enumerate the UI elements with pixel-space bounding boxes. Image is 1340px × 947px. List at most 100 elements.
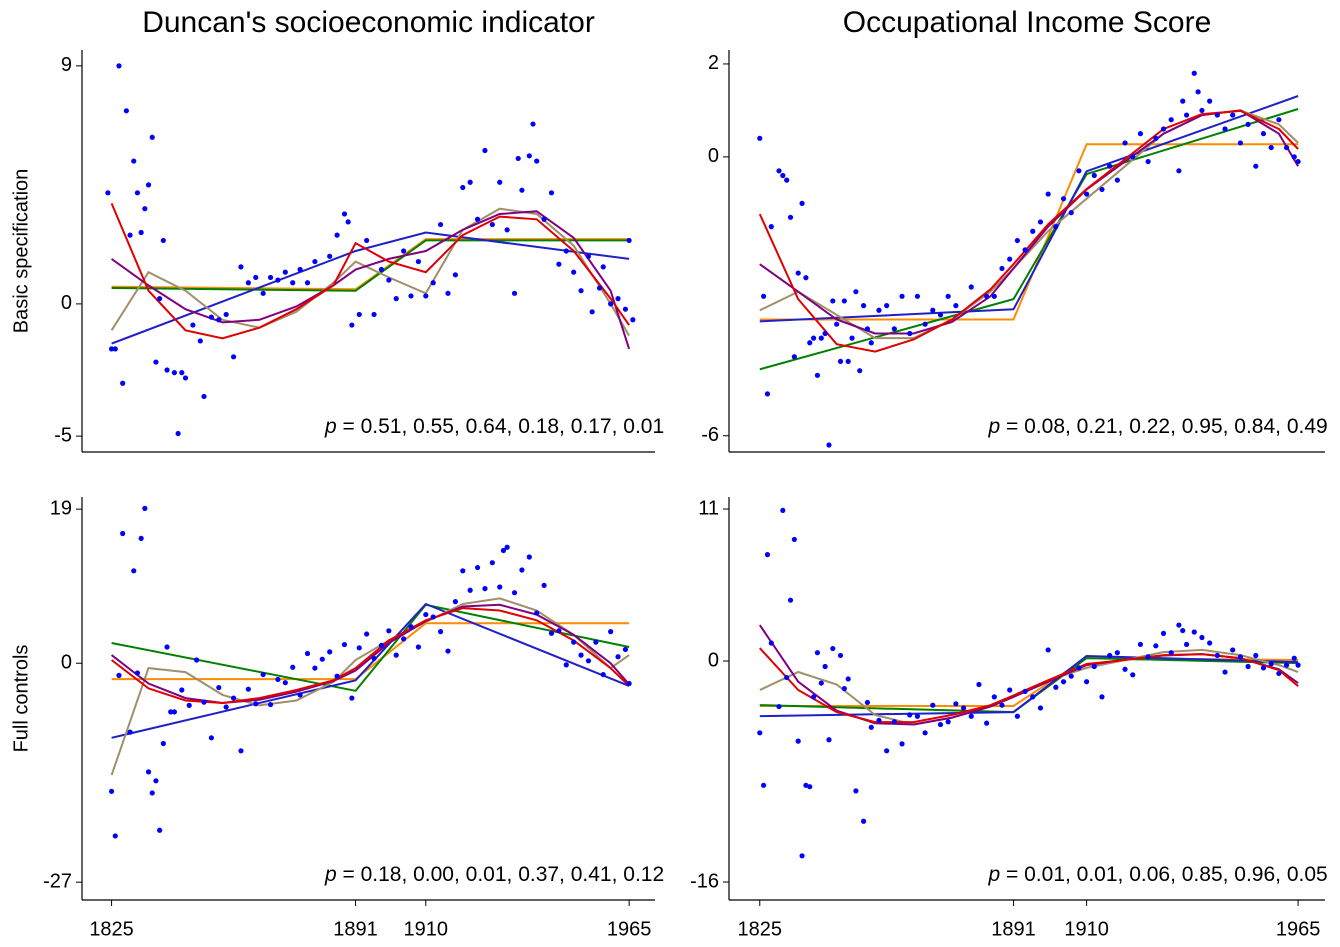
point (345, 219, 351, 225)
point (968, 284, 974, 290)
point (1245, 121, 1251, 127)
point (197, 338, 203, 344)
point (761, 293, 767, 299)
point (884, 303, 890, 309)
point (556, 261, 562, 267)
fit-line (759, 654, 1299, 718)
point (864, 326, 871, 332)
point (216, 684, 222, 691)
point (179, 687, 185, 693)
point (953, 701, 959, 707)
point (1022, 688, 1028, 694)
point (489, 560, 495, 566)
point (1091, 663, 1097, 670)
fit-line (759, 657, 1299, 707)
point (548, 190, 555, 196)
lines (758, 624, 1299, 726)
point (1168, 650, 1174, 656)
point (1107, 163, 1113, 169)
point (415, 644, 422, 650)
point (437, 629, 444, 635)
point (168, 709, 174, 715)
point (297, 266, 303, 273)
annotation: p = 0.01, 0.01, 0.06, 0.85, 0.96, 0.05 (988, 863, 1328, 886)
y-tick-label: -27 (43, 870, 72, 892)
fit-line (111, 622, 630, 681)
point (807, 784, 813, 790)
point (1076, 168, 1082, 174)
point (845, 676, 851, 682)
point (378, 266, 385, 273)
point (526, 554, 532, 560)
point (430, 280, 436, 286)
point (356, 311, 362, 318)
point (541, 216, 547, 222)
fit-line (111, 603, 630, 692)
point (1091, 172, 1097, 179)
point (891, 719, 897, 725)
points (757, 507, 1301, 859)
x-tick-label: 1965 (607, 918, 652, 940)
annotation: p = 0.18, 0.00, 0.01, 0.37, 0.41, 0.12 (324, 863, 664, 886)
point (776, 168, 782, 174)
point (1253, 652, 1259, 659)
point (907, 330, 913, 337)
point (761, 782, 767, 788)
point (460, 568, 466, 574)
point (138, 229, 144, 236)
point (131, 568, 137, 574)
fit-line (759, 95, 1299, 323)
point (622, 306, 629, 312)
point (134, 190, 141, 196)
point (541, 582, 547, 588)
point (327, 253, 333, 259)
point (578, 288, 584, 294)
x-tick-label: 1910 (404, 918, 449, 940)
points (108, 505, 632, 839)
panel-title: Occupational Income Score (843, 6, 1212, 39)
y-tick-label: 0 (708, 649, 719, 671)
point (1053, 684, 1059, 690)
point (807, 340, 813, 346)
point (768, 640, 774, 646)
point (108, 788, 115, 794)
x-tick-label: 1891 (333, 918, 378, 940)
point (112, 346, 118, 352)
point (907, 712, 913, 718)
point (497, 584, 503, 590)
point (795, 738, 801, 744)
point (1176, 622, 1182, 628)
point (1180, 627, 1186, 634)
point (795, 270, 801, 276)
y-tick-label: -16 (690, 870, 719, 892)
point (818, 680, 824, 686)
point (1245, 663, 1251, 670)
point (914, 713, 921, 719)
point (830, 298, 836, 304)
point (474, 216, 481, 222)
point (467, 587, 473, 593)
point (245, 686, 251, 692)
point (290, 664, 296, 670)
point (1230, 112, 1236, 118)
point (1214, 652, 1220, 659)
y-tick-label: -6 (701, 424, 719, 446)
point (371, 655, 377, 661)
x-tick-label: 1825 (89, 918, 134, 940)
point (1137, 641, 1144, 648)
point (1291, 154, 1297, 160)
point (1145, 654, 1151, 660)
point (1122, 666, 1128, 672)
point (327, 649, 333, 655)
point (393, 296, 399, 302)
point (864, 699, 871, 706)
point (615, 654, 621, 660)
point (571, 639, 577, 645)
point (1260, 665, 1267, 671)
point (131, 158, 137, 164)
point (1153, 135, 1159, 141)
annotation-text: = 0.01, 0.01, 0.06, 0.85, 0.96, 0.05 (1006, 863, 1328, 886)
lines (110, 203, 631, 350)
point (253, 701, 259, 707)
